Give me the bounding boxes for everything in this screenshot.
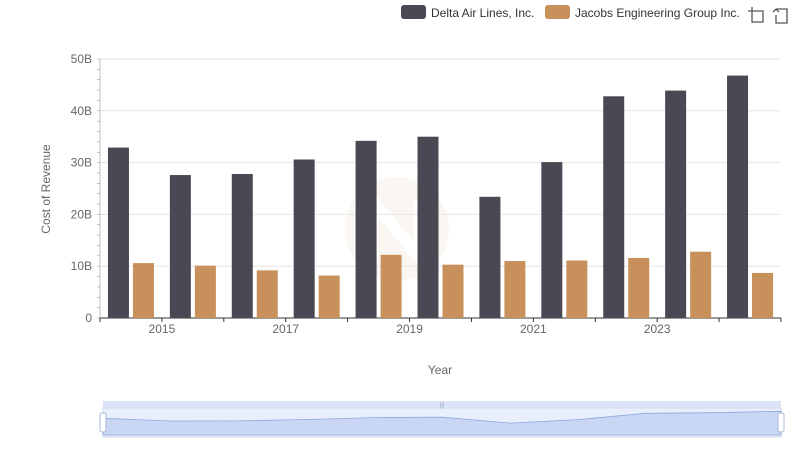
y-tick-label: 20B bbox=[71, 207, 92, 221]
data-zoom-slider[interactable]: ||| bbox=[99, 401, 785, 438]
bar-delta-2015[interactable] bbox=[169, 175, 191, 318]
legend[interactable]: Delta Air Lines, Inc. Jacobs Engineering … bbox=[401, 5, 740, 20]
bar-delta-2017[interactable] bbox=[293, 159, 315, 318]
bar-jacobs-2020[interactable] bbox=[504, 261, 526, 318]
slider-grip-icon[interactable]: ||| bbox=[440, 403, 445, 409]
reset-icon[interactable] bbox=[772, 8, 788, 24]
x-axis: 2015 2017 2019 2021 2023 bbox=[99, 317, 782, 336]
y-tick-label: 40B bbox=[71, 104, 92, 118]
bar-delta-2014[interactable] bbox=[107, 147, 129, 318]
y-axis-label: Cost of Revenue bbox=[39, 144, 53, 234]
x-axis-label: Year bbox=[428, 363, 452, 377]
x-tick-label: 2021 bbox=[520, 322, 547, 336]
bar-jacobs-2017[interactable] bbox=[318, 275, 340, 318]
bar-jacobs-2014[interactable] bbox=[132, 263, 154, 318]
legend-label[interactable]: Delta Air Lines, Inc. bbox=[431, 6, 534, 20]
slider-handle-right[interactable] bbox=[777, 412, 785, 433]
bar-delta-2023[interactable] bbox=[665, 90, 687, 319]
y-axis: 0 10B 20B 30B 40B 50B bbox=[71, 52, 101, 325]
y-tick-label: 0 bbox=[85, 311, 92, 325]
zoom-icon[interactable] bbox=[748, 7, 764, 23]
bar-jacobs-2016[interactable] bbox=[256, 270, 278, 318]
x-tick-label: 2017 bbox=[272, 322, 299, 336]
x-tick-label: 2019 bbox=[396, 322, 423, 336]
bar-delta-2020[interactable] bbox=[479, 196, 501, 318]
bar-delta-2018[interactable] bbox=[355, 140, 377, 318]
bar-jacobs-2024[interactable] bbox=[752, 272, 774, 318]
bar-delta-2024[interactable] bbox=[727, 75, 749, 319]
bar-jacobs-2021[interactable] bbox=[566, 260, 588, 318]
bar-delta-2019[interactable] bbox=[417, 136, 439, 318]
bar-jacobs-2018[interactable] bbox=[380, 254, 402, 318]
bar-jacobs-2015[interactable] bbox=[194, 265, 216, 318]
y-tick-label: 30B bbox=[71, 156, 92, 170]
bar-jacobs-2023[interactable] bbox=[690, 251, 712, 318]
bar-delta-2022[interactable] bbox=[603, 96, 625, 319]
legend-label[interactable]: Jacobs Engineering Group Inc. bbox=[575, 6, 740, 20]
bar-delta-2016[interactable] bbox=[231, 173, 253, 318]
legend-swatch[interactable] bbox=[545, 5, 570, 19]
slider-handle-left[interactable] bbox=[99, 412, 107, 433]
bars[interactable] bbox=[107, 75, 774, 319]
legend-swatch[interactable] bbox=[401, 5, 426, 19]
bar-jacobs-2019[interactable] bbox=[442, 264, 464, 318]
y-tick-label: 50B bbox=[71, 52, 92, 66]
bar-delta-2021[interactable] bbox=[541, 162, 563, 318]
x-tick-label: 2015 bbox=[149, 322, 176, 336]
x-tick-label: 2023 bbox=[644, 322, 671, 336]
y-tick-label: 10B bbox=[71, 259, 92, 273]
bar-jacobs-2022[interactable] bbox=[628, 257, 650, 318]
slider-preview-area bbox=[102, 410, 782, 436]
